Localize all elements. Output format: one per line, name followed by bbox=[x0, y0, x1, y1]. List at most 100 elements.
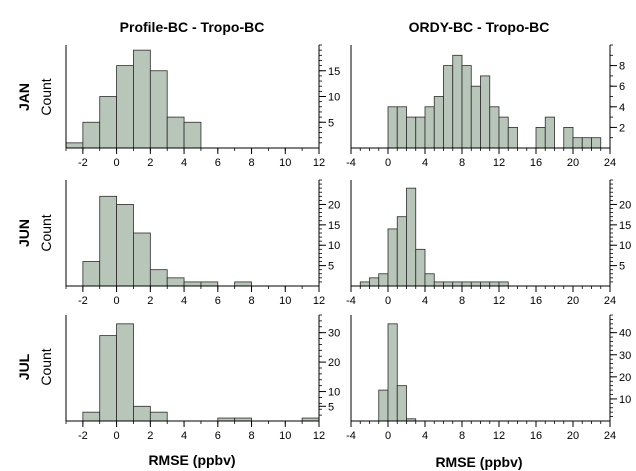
x-tick-label: 10 bbox=[279, 295, 291, 307]
x-tick-label: 8 bbox=[248, 157, 254, 169]
x-tick-label: 16 bbox=[530, 430, 542, 442]
bar-jun-ordy-4 bbox=[387, 228, 398, 287]
x-tick-label: 12 bbox=[493, 430, 505, 442]
bar-jun-ordy-12 bbox=[461, 281, 472, 287]
x-tick-label: 4 bbox=[422, 157, 428, 169]
x-tick-label: -2 bbox=[78, 295, 88, 307]
x-tick-label: 0 bbox=[385, 430, 391, 442]
y-tick-label: 5 bbox=[328, 261, 334, 273]
x-tick-label: 12 bbox=[493, 295, 505, 307]
bar-jun-ordy-8 bbox=[424, 273, 435, 287]
row-label-jul: JUL bbox=[16, 353, 32, 380]
panel-jun-profile: -2 0 2 4 6 8 10 12 5 10 15 20 bbox=[65, 179, 340, 307]
y-tick-label: 20 bbox=[328, 357, 340, 369]
bar-jul-ordy-0 bbox=[378, 389, 389, 422]
x-tick-label: 12 bbox=[313, 430, 325, 442]
bar-jan-ordy-1 bbox=[396, 106, 407, 149]
bar-jun-profile-4 bbox=[149, 269, 168, 287]
bar-jan-profile-6 bbox=[166, 116, 185, 149]
bar-jan-profile-2 bbox=[99, 96, 117, 149]
bar-jul-profile-3 bbox=[133, 405, 151, 422]
y-axis-label-jul: Count bbox=[38, 348, 54, 385]
x-tick-label: -2 bbox=[78, 430, 88, 442]
y-tick-label: 15 bbox=[328, 66, 340, 78]
bar-jun-profile-1 bbox=[99, 195, 117, 287]
bar-jun-profile-6 bbox=[183, 281, 202, 287]
bar-jun-ordy-13 bbox=[470, 281, 481, 287]
bar-jun-ordy-10 bbox=[443, 281, 454, 287]
y-tick-label: 30 bbox=[619, 350, 631, 362]
bar-jan-ordy-17 bbox=[544, 116, 555, 149]
bar-jan-ordy-10 bbox=[480, 75, 491, 149]
x-tick-label: 4 bbox=[181, 295, 187, 307]
bar-jun-ordy-9 bbox=[433, 281, 444, 287]
x-tick-label: 16 bbox=[530, 295, 542, 307]
panel-jul-ordy: -4 0 4 8 12 16 20 24 10 20 30 40 bbox=[346, 314, 631, 442]
y-tick-label: 5 bbox=[328, 117, 334, 129]
y-tick-label: 6 bbox=[619, 81, 625, 93]
bar-jan-ordy-19 bbox=[563, 127, 574, 149]
bar-jun-profile-2 bbox=[116, 204, 134, 287]
x-tick-label: 0 bbox=[114, 295, 120, 307]
x-tick-label: 0 bbox=[114, 430, 120, 442]
panel-jul-profile: -2 0 2 4 6 8 10 12 5 10 20 30 bbox=[65, 314, 340, 442]
y-tick-label: 20 bbox=[328, 199, 340, 211]
bar-jun-ordy-6 bbox=[406, 187, 417, 287]
bar-jun-ordy-7 bbox=[415, 248, 426, 287]
column-title-left: Profile-BC - Tropo-BC bbox=[120, 19, 265, 35]
bar-jan-profile-1 bbox=[82, 121, 101, 149]
bar-jan-ordy-2 bbox=[406, 116, 417, 149]
row-label-jan: JAN bbox=[16, 83, 32, 111]
x-tick-label: 8 bbox=[459, 157, 465, 169]
x-tick-label: 6 bbox=[215, 157, 221, 169]
x-tick-label: 4 bbox=[181, 157, 187, 169]
bar-jun-ordy-15 bbox=[489, 281, 500, 287]
bar-jan-profile-5 bbox=[149, 70, 168, 149]
x-tick-label: 8 bbox=[459, 295, 465, 307]
x-tick-label: 12 bbox=[313, 157, 325, 169]
bar-jun-profile-5 bbox=[166, 277, 185, 287]
bar-jan-ordy-9 bbox=[470, 85, 481, 149]
x-tick-label: 0 bbox=[114, 157, 120, 169]
x-tick-label: 2 bbox=[147, 295, 153, 307]
bar-jan-ordy-8 bbox=[461, 65, 472, 149]
x-tick-label: 6 bbox=[215, 295, 221, 307]
panel-jan-profile: -2 0 2 4 6 8 10 12 5 10 15 bbox=[65, 44, 340, 169]
x-tick-label: 4 bbox=[422, 295, 428, 307]
bar-jan-ordy-22 bbox=[591, 137, 602, 149]
x-tick-label: 2 bbox=[147, 430, 153, 442]
bar-jun-ordy-1 bbox=[359, 281, 370, 287]
bar-jul-ordy-2 bbox=[396, 385, 407, 422]
y-tick-label: 30 bbox=[328, 328, 340, 340]
bar-jul-profile-1 bbox=[99, 335, 117, 422]
bar-jan-ordy-21 bbox=[581, 137, 592, 149]
x-tick-label: -2 bbox=[78, 157, 88, 169]
y-tick-label: 10 bbox=[328, 387, 340, 399]
bar-jan-profile-7 bbox=[183, 121, 202, 149]
y-tick-label: 5 bbox=[619, 261, 625, 273]
bar-jun-ordy-11 bbox=[452, 281, 463, 287]
x-tick-label: 0 bbox=[385, 295, 391, 307]
x-tick-label: 6 bbox=[215, 430, 221, 442]
y-tick-label: 4 bbox=[619, 102, 625, 114]
y-tick-label: 15 bbox=[328, 220, 340, 232]
x-tick-label: 24 bbox=[604, 430, 616, 442]
x-tick-label: 4 bbox=[181, 430, 187, 442]
bar-jul-profile-0 bbox=[82, 411, 101, 422]
bar-jan-profile-0 bbox=[65, 142, 84, 149]
x-tick-label: 0 bbox=[385, 157, 391, 169]
y-tick-label: 10 bbox=[619, 394, 631, 406]
x-tick-label: 4 bbox=[422, 430, 428, 442]
y-axis-label-jan: Count bbox=[38, 78, 54, 115]
bar-jan-ordy-0 bbox=[387, 106, 398, 149]
x-tick-label: 8 bbox=[248, 430, 254, 442]
column-title-right: ORDY-BC - Tropo-BC bbox=[409, 19, 550, 35]
x-tick-label: 20 bbox=[567, 157, 579, 169]
bar-jan-ordy-13 bbox=[507, 127, 518, 149]
bar-jul-profile-2 bbox=[116, 323, 134, 422]
bar-jun-ordy-5 bbox=[396, 216, 407, 287]
x-tick-label: 24 bbox=[604, 157, 616, 169]
x-tick-label: 20 bbox=[567, 295, 579, 307]
